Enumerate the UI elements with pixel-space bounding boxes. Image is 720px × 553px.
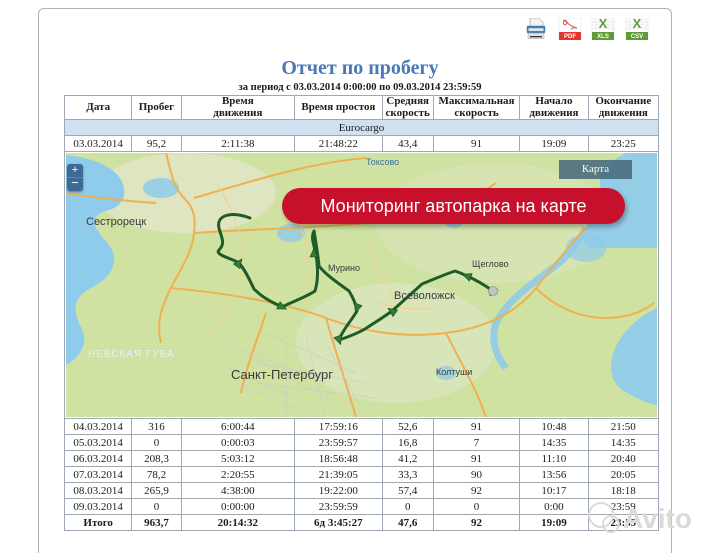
svg-text:Сестрорецк: Сестрорецк [86, 216, 146, 228]
svg-text:Токсово: Токсово [366, 157, 399, 167]
svg-text:Санкт-Петербург: Санкт-Петербург [231, 367, 333, 382]
svg-text:X: X [599, 18, 608, 31]
svg-text:PDF: PDF [564, 34, 576, 40]
svg-text:Мурино: Мурино [328, 263, 360, 273]
svg-text:Всеволожск: Всеволожск [394, 290, 455, 302]
svg-text:CSV: CSV [631, 34, 643, 40]
svg-text:НЕВСКАЯ ГУБА: НЕВСКАЯ ГУБА [88, 349, 175, 360]
svg-text:X: X [633, 18, 642, 31]
svg-text:Щеглово: Щеглово [472, 259, 509, 269]
svg-text:Колтуши: Колтуши [436, 367, 472, 377]
svg-text:XLS: XLS [597, 34, 609, 40]
